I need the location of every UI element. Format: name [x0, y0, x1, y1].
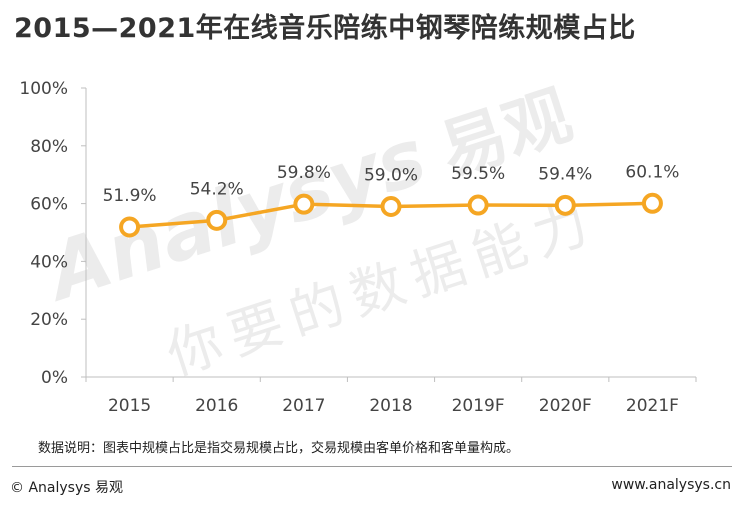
watermark: Analysys 易观 你要的数据能力 — [32, 76, 605, 387]
x-tick-label: 2021F — [626, 396, 679, 416]
x-tick-label: 2016 — [195, 396, 238, 416]
data-label: 51.9% — [103, 186, 157, 206]
chart-series: 51.9% 54.2% 59.8% 59.0% 59.5% 59.4% 60.1% — [103, 162, 679, 238]
data-label: 59.8% — [277, 163, 331, 183]
y-tick-label: 40% — [30, 252, 68, 272]
data-label: 60.1% — [625, 162, 679, 182]
data-point — [206, 209, 228, 231]
y-tick-label: 80% — [30, 137, 68, 157]
y-tick-label: 20% — [30, 310, 68, 330]
footnote: 数据说明：图表中规模占比是指交易规模占比，交易规模由客单价格和客单量构成。 — [38, 441, 520, 456]
x-tick-label: 2015 — [108, 396, 151, 416]
x-tick-label: 2020F — [539, 396, 592, 416]
data-point — [554, 194, 576, 216]
y-tick-label: 60% — [30, 195, 68, 215]
data-point — [293, 193, 315, 215]
copyright-text: © Analysys 易观 — [10, 480, 123, 496]
data-label: 59.0% — [364, 165, 418, 185]
x-tick-label: 2019F — [452, 396, 505, 416]
data-point — [641, 192, 663, 214]
chart-axes: 0% 20% 40% 60% 80% 100% 2015 2016 2017 2018 2019F 2… — [19, 79, 697, 416]
footer-divider — [12, 466, 732, 467]
x-tick-label: 2017 — [282, 396, 325, 416]
y-tick-label: 100% — [19, 79, 68, 99]
x-tick-label: 2018 — [369, 396, 412, 416]
data-label: 54.2% — [190, 179, 244, 199]
website-link[interactable]: www.analysys.cn — [611, 477, 731, 493]
data-label: 59.5% — [451, 164, 505, 184]
chart-title: 2015—2021年在线音乐陪练中钢琴陪练规模占比 — [14, 13, 636, 44]
data-point — [467, 194, 489, 216]
y-tick-label: 0% — [41, 368, 68, 388]
data-point — [119, 216, 141, 238]
data-point — [380, 195, 402, 217]
data-label: 59.4% — [538, 164, 592, 184]
